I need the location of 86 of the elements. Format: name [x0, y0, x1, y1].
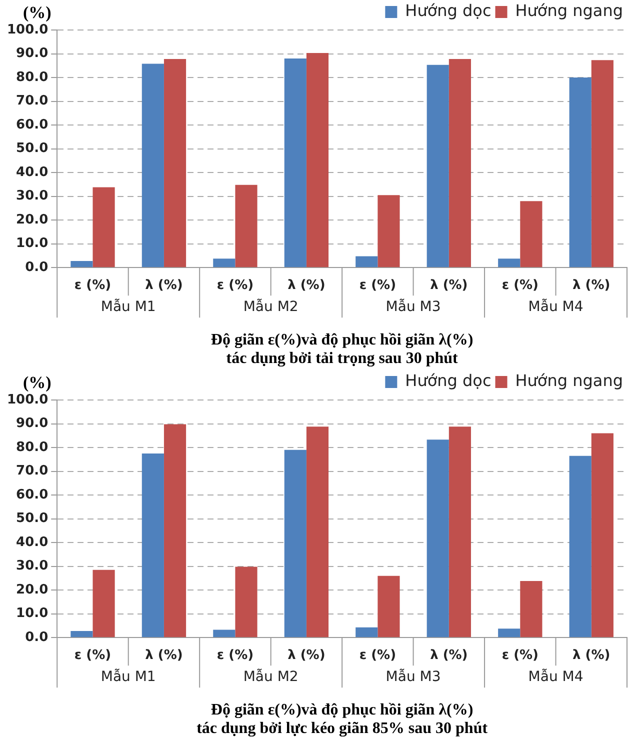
bar [70, 630, 93, 638]
bar [520, 581, 542, 638]
x-tick-label: λ (%) [145, 278, 183, 293]
bar [284, 450, 306, 638]
y-tick-label: 20.0 [16, 212, 48, 228]
legend-label: Hướng ngang [515, 371, 624, 390]
bar [498, 628, 520, 638]
y-tick-label: 0.0 [25, 630, 48, 645]
x-tick-label: λ (%) [430, 278, 468, 293]
y-tick-label: 60.0 [16, 487, 48, 502]
x-tick-label: ε (%) [74, 648, 112, 663]
x-tick-label: ε (%) [502, 278, 538, 293]
bar [142, 453, 164, 638]
bar [448, 58, 471, 268]
y-tick-label: 100.0 [6, 392, 48, 408]
x-tick-label: ε (%) [74, 278, 112, 293]
bar [235, 566, 258, 638]
bar [378, 195, 400, 268]
y-tick-label: 0.0 [25, 260, 48, 275]
bar [498, 258, 520, 268]
text: Mẫu M2 [243, 298, 298, 316]
x-tick-label: ε (%) [359, 278, 396, 293]
bar [284, 58, 306, 268]
y-axis-title: (%) [22, 2, 52, 22]
bar [520, 201, 542, 268]
y-tick-label: 20.0 [16, 582, 48, 598]
y-tick-label: 70.0 [16, 94, 48, 109]
bar [213, 630, 236, 638]
y-tick-label: 60.0 [16, 117, 48, 132]
bar [426, 440, 449, 638]
x-tick-label: λ (%) [288, 648, 326, 663]
x-tick-label: λ (%) [572, 278, 610, 293]
y-tick-label: 100.0 [6, 22, 48, 38]
text: Mẫu M4 [528, 668, 584, 686]
y-axis-title: (%) [22, 372, 52, 392]
bar [426, 64, 449, 268]
text: Mẫu M1 [100, 298, 156, 316]
bar [591, 433, 614, 638]
text: Mẫu M2 [243, 668, 298, 686]
y-tick-label: 50.0 [16, 511, 48, 526]
x-tick-label: λ (%) [288, 278, 326, 293]
y-tick-label: 50.0 [16, 141, 48, 156]
x-axis-title: Độ giãn ε(%)và độ phục hồi giãn λ(%) tác dụng bởi tải trọng sau 30 phút [210, 332, 474, 367]
legend-label: Hướng dọc [405, 1, 492, 20]
bar [235, 184, 258, 268]
bar [378, 576, 400, 638]
y-tick-label: 10.0 [16, 606, 48, 622]
text: Mẫu M4 [528, 298, 584, 316]
y-tick-label: 10.0 [16, 236, 48, 252]
x-tick-label: ε (%) [502, 648, 538, 663]
bar [448, 426, 471, 638]
bar [142, 64, 164, 268]
y-tick-label: 80.0 [16, 440, 48, 455]
bar [92, 187, 115, 268]
bar [356, 627, 378, 638]
bar [591, 60, 614, 268]
x-tick-label: ε (%) [216, 278, 254, 293]
y-tick-label: 30.0 [16, 558, 48, 574]
x-tick-label: ε (%) [216, 648, 254, 663]
bar [213, 258, 236, 268]
bar [569, 78, 592, 268]
text: Mẫu M1 [100, 668, 156, 686]
legend-label: Hướng ngang [515, 1, 624, 20]
legend-label: Hướng dọc [405, 371, 492, 390]
y-tick-label: 90.0 [16, 416, 48, 432]
bar [164, 424, 186, 638]
x-tick-label: λ (%) [145, 648, 183, 663]
text: Mẫu M3 [386, 668, 441, 686]
bar [164, 58, 186, 268]
bar [306, 53, 329, 268]
y-tick-label: 70.0 [16, 464, 48, 479]
bar [92, 570, 115, 638]
y-tick-label: 90.0 [16, 46, 48, 62]
x-tick-label: λ (%) [430, 648, 468, 663]
y-tick-label: 40.0 [16, 534, 48, 550]
bar [70, 260, 93, 268]
bar [306, 426, 329, 638]
y-tick-label: 30.0 [16, 188, 48, 204]
x-tick-label: λ (%) [572, 648, 610, 663]
x-tick-label: ε (%) [359, 648, 396, 663]
y-tick-label: 80.0 [16, 70, 48, 85]
y-tick-label: 40.0 [16, 164, 48, 180]
text: Mẫu M3 [386, 298, 441, 316]
x-axis-title: Độ giãn ε(%)và độ phục hồi giãn λ(%) tác dụng bởi lực kéo giãn 85% sau 30 phút [196, 702, 488, 737]
bar [356, 256, 378, 268]
bar [569, 456, 592, 638]
